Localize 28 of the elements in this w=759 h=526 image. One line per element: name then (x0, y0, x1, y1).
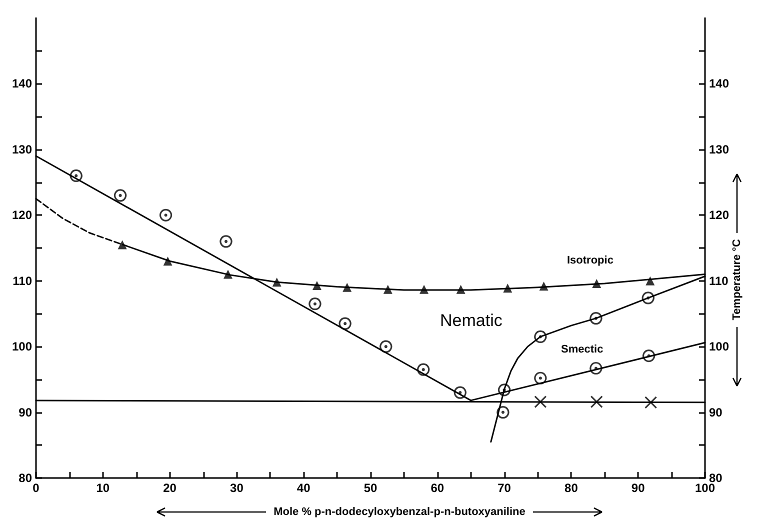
annotation: Isotropic (567, 254, 614, 266)
x-tick-label: 20 (163, 481, 177, 495)
y-tick-label: 110 (12, 274, 32, 288)
x-tick-label: 90 (631, 481, 646, 495)
annotation: Smectic (561, 344, 604, 356)
y2-tick-label: 140 (709, 76, 730, 91)
y2-tick-label: 130 (709, 142, 730, 156)
y-tick-label: 90 (18, 405, 32, 420)
annotation: Nematic (440, 311, 503, 330)
x-tick-label: 60 (430, 481, 444, 495)
y2-tick-label: 110 (709, 274, 729, 288)
y2-tick-label: 100 (709, 340, 730, 354)
y-tick-label: 130 (12, 142, 32, 156)
x-tick-label: 10 (96, 481, 110, 495)
y-tick-label: 80 (18, 471, 32, 485)
x-tick-label: 30 (230, 481, 244, 495)
x-axis-title: Mole % p-n-dodecyloxybenzal-p-n-butoxyaniline (274, 506, 526, 518)
x-tick-label: 70 (498, 481, 512, 495)
x-tick-label: 80 (564, 481, 578, 495)
y-tick-label: 120 (12, 208, 32, 222)
y-tick-label: 140 (12, 76, 32, 91)
x-tick-label: 0 (32, 481, 40, 495)
x-tick-label: 40 (296, 481, 311, 495)
y2-tick-label: 90 (709, 405, 723, 420)
y2-axis-title: Temperature °C (731, 239, 743, 321)
y-tick-label: 100 (12, 340, 32, 354)
x-tick-label: 50 (364, 481, 378, 495)
y2-tick-label: 120 (709, 208, 730, 222)
